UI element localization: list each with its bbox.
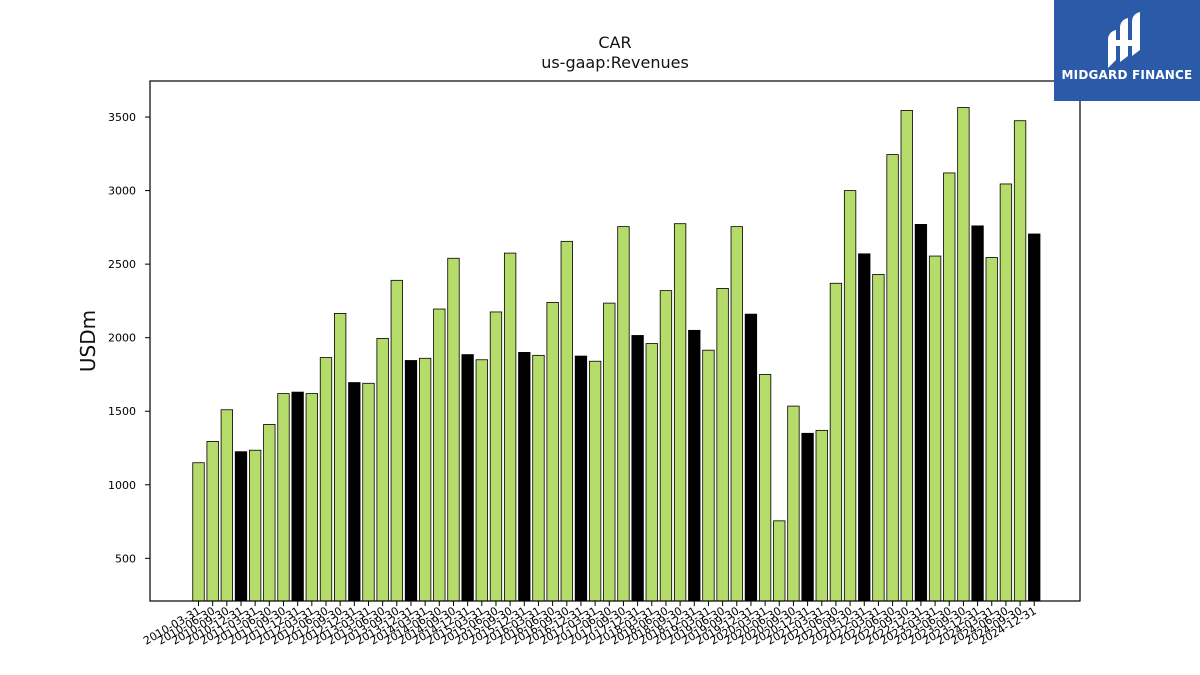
bar — [433, 308, 446, 602]
bar — [489, 311, 503, 602]
bar — [999, 183, 1013, 602]
bar — [376, 338, 389, 602]
bar — [815, 429, 828, 602]
bar-series — [192, 107, 1041, 602]
bar — [404, 360, 418, 602]
bar — [801, 432, 814, 602]
brand-name: MIDGARD FINANCE — [1061, 68, 1193, 82]
y-tick-label: 1500 — [108, 405, 136, 418]
bar — [461, 354, 474, 602]
bar — [900, 110, 913, 602]
bar — [886, 154, 899, 602]
bar — [744, 313, 758, 602]
bar — [220, 409, 233, 602]
bar — [928, 255, 942, 602]
midgard-logo-icon — [1108, 12, 1140, 68]
bar — [532, 354, 545, 602]
bar — [390, 279, 403, 602]
bar — [1013, 120, 1027, 602]
bar — [971, 225, 984, 602]
bar — [829, 282, 843, 602]
y-axis: 500 1000 1500 2000 2500 3000 3500 — [108, 111, 150, 565]
bar — [277, 393, 290, 602]
bar — [688, 329, 701, 602]
y-axis-label: USDm — [76, 310, 100, 372]
bar — [702, 349, 715, 602]
bar — [943, 172, 956, 602]
bar — [985, 257, 998, 602]
bar — [758, 374, 772, 602]
chart-subtitle: us-gaap:Revenues — [541, 53, 689, 72]
bar — [518, 351, 531, 602]
bar — [305, 393, 318, 602]
bar — [787, 405, 800, 602]
bar — [659, 290, 673, 602]
bar — [631, 335, 644, 602]
bar — [858, 253, 871, 602]
bar — [617, 226, 630, 602]
brand-logo: MIDGARD FINANCE — [1054, 0, 1200, 101]
bar — [673, 223, 687, 602]
bar — [475, 359, 488, 602]
bar — [957, 107, 970, 602]
bar — [291, 391, 304, 602]
bar — [716, 288, 729, 602]
bar — [206, 440, 219, 602]
chart-title: CAR — [598, 33, 631, 52]
bar — [263, 424, 276, 602]
bar — [348, 382, 361, 602]
bar — [645, 343, 658, 602]
y-tick-label: 3500 — [108, 111, 136, 124]
bar — [560, 240, 573, 602]
bar — [914, 224, 928, 602]
bar — [234, 451, 248, 602]
bar — [872, 274, 885, 602]
bar — [730, 226, 743, 602]
plot-frame — [149, 80, 1081, 602]
bar — [418, 357, 432, 602]
bar — [503, 252, 517, 602]
y-tick-label: 1000 — [108, 479, 136, 492]
y-tick-label: 3000 — [108, 185, 136, 198]
bar — [333, 313, 347, 602]
bar — [603, 302, 616, 602]
bar — [546, 301, 559, 602]
bar — [1028, 233, 1041, 602]
bar — [574, 355, 588, 602]
y-tick-label: 2500 — [108, 258, 136, 271]
bar — [249, 449, 262, 602]
bar — [192, 462, 205, 602]
y-tick-label: 2000 — [108, 332, 136, 345]
bar — [588, 360, 602, 602]
bar — [447, 257, 460, 602]
y-tick-label: 500 — [115, 552, 136, 565]
bar — [773, 520, 786, 602]
x-axis: 2010-03-312010-06-302010-09-302010-12-31… — [141, 601, 1039, 648]
bar — [319, 357, 333, 602]
bar — [362, 382, 375, 602]
bar — [843, 190, 857, 602]
